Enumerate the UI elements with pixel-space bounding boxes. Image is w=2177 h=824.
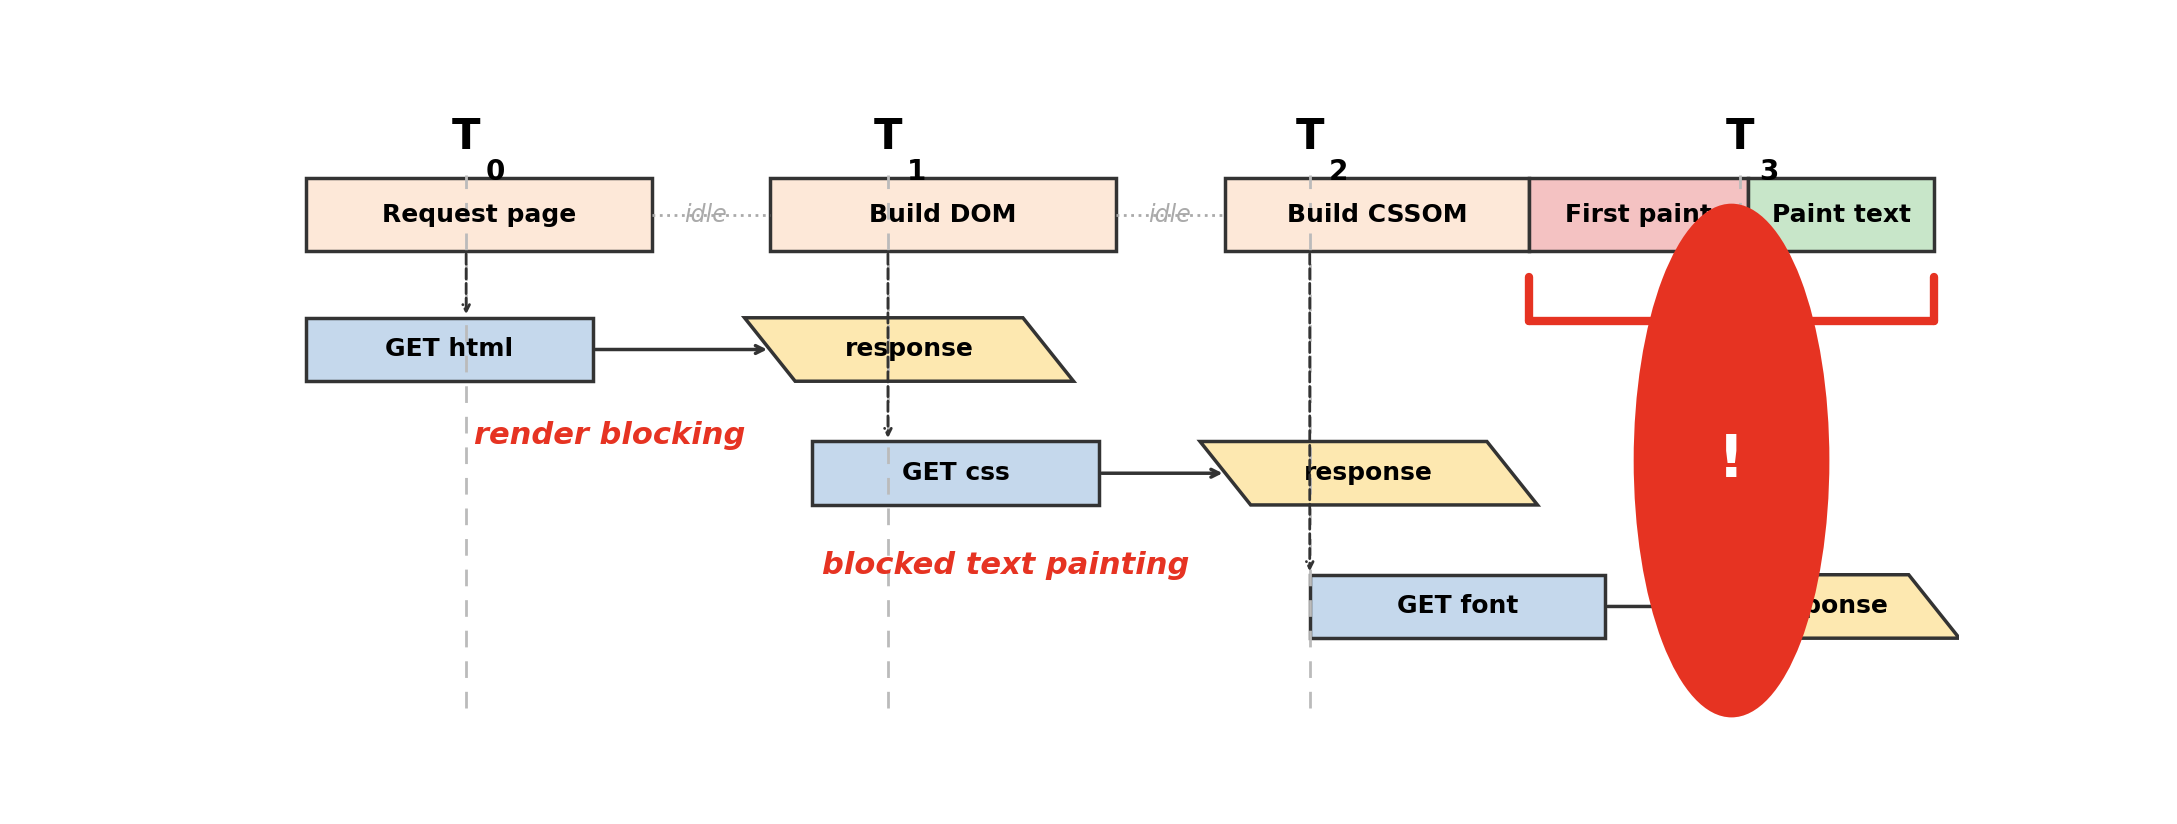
FancyBboxPatch shape (1226, 178, 1528, 251)
FancyBboxPatch shape (1528, 178, 1748, 251)
Text: 1: 1 (908, 158, 925, 186)
FancyBboxPatch shape (771, 178, 1117, 251)
Ellipse shape (1633, 204, 1829, 718)
Text: T: T (1295, 116, 1324, 158)
Text: Request page: Request page (381, 203, 577, 227)
FancyBboxPatch shape (812, 442, 1099, 505)
Text: GET html: GET html (385, 338, 514, 362)
Text: T: T (873, 116, 901, 158)
Polygon shape (745, 318, 1073, 382)
Text: 0: 0 (485, 158, 505, 186)
Text: T: T (453, 116, 481, 158)
Text: Paint text: Paint text (1772, 203, 1911, 227)
Text: blocked text painting: blocked text painting (823, 550, 1191, 580)
Text: idle: idle (684, 203, 727, 227)
Text: 2: 2 (1328, 158, 1348, 186)
Text: 3: 3 (1759, 158, 1779, 186)
Text: Build DOM: Build DOM (869, 203, 1017, 227)
Text: T: T (1726, 116, 1755, 158)
FancyBboxPatch shape (305, 318, 592, 382)
Text: response: response (845, 338, 973, 362)
Polygon shape (1689, 575, 1959, 639)
Text: First paint: First paint (1565, 203, 1711, 227)
FancyBboxPatch shape (305, 178, 651, 251)
Text: render blocking: render blocking (475, 421, 745, 450)
Text: GET font: GET font (1398, 594, 1517, 619)
Text: Build CSSOM: Build CSSOM (1287, 203, 1467, 227)
Text: response: response (1304, 461, 1432, 485)
Text: GET css: GET css (901, 461, 1010, 485)
Text: !: ! (1718, 432, 1744, 489)
FancyBboxPatch shape (1311, 575, 1604, 639)
Text: idle: idle (1147, 203, 1191, 227)
Text: response: response (1759, 594, 1890, 619)
Polygon shape (1200, 442, 1537, 505)
FancyBboxPatch shape (1748, 178, 1933, 251)
